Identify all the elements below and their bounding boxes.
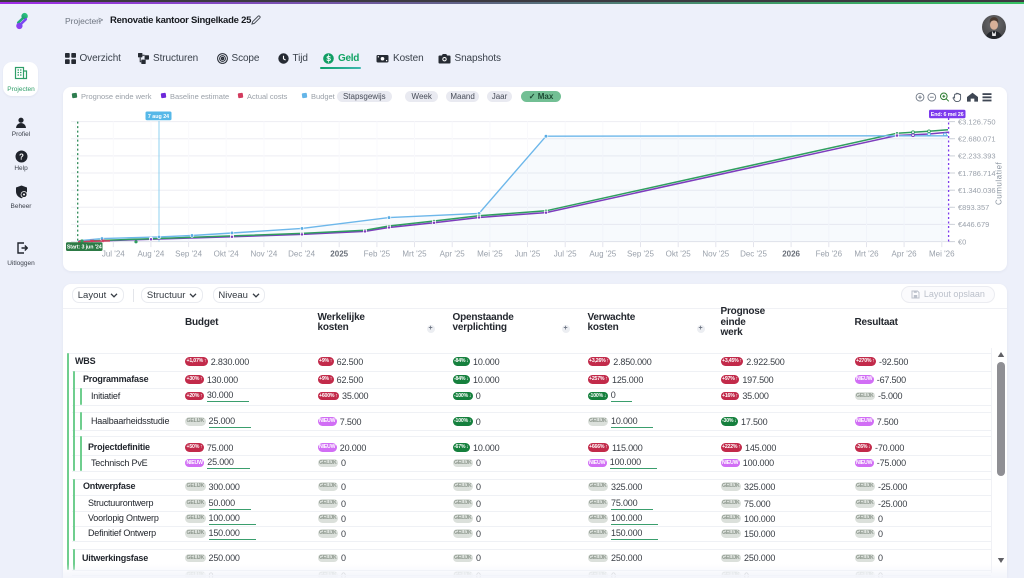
svg-text:Mrt '25: Mrt '25 [402,250,427,259]
svg-text:Apr '25: Apr '25 [440,250,466,259]
svg-text:Sep '24: Sep '24 [175,250,202,259]
svg-text:2026: 2026 [782,250,800,259]
svg-text:Jun '25: Jun '25 [515,250,541,259]
svg-text:€1.786.714: €1.786.714 [958,169,996,178]
svg-text:Mei '25: Mei '25 [477,250,503,259]
svg-text:€0: €0 [958,237,966,246]
svg-text:Aug '25: Aug '25 [589,250,616,259]
svg-text:Mei '26: Mei '26 [929,250,955,259]
svg-text:?: ? [19,152,24,161]
svg-text:Okt '24: Okt '24 [214,250,240,259]
svg-text:€2.233.393: €2.233.393 [958,152,996,161]
svg-text:Sep '25: Sep '25 [627,250,654,259]
svg-text:Feb '26: Feb '26 [816,250,843,259]
svg-text:Dec '25: Dec '25 [740,250,767,259]
svg-text:Dec '24: Dec '24 [288,250,315,259]
svg-text:€893.357: €893.357 [958,203,989,212]
svg-text:Apr '26: Apr '26 [892,250,918,259]
svg-text:€1.340.036: €1.340.036 [958,186,996,195]
svg-text:€2.680.071: €2.680.071 [958,135,996,144]
svg-text:Nov '24: Nov '24 [250,250,277,259]
svg-text:Aug '24: Aug '24 [137,250,164,259]
svg-text:End: 6 mei 26: End: 6 mei 26 [931,112,964,118]
svg-text:Start: 3 jun '24: Start: 3 jun '24 [67,245,102,251]
svg-text:Jul '24: Jul '24 [102,250,125,259]
svg-text:€3.126.750: €3.126.750 [958,117,996,126]
svg-text:Jul '25: Jul '25 [554,250,577,259]
svg-text:Mrt '26: Mrt '26 [854,250,879,259]
svg-text:Nov '25: Nov '25 [702,250,729,259]
svg-text:Feb '25: Feb '25 [364,250,391,259]
svg-text:€446.679: €446.679 [958,220,989,229]
svg-text:Okt '25: Okt '25 [666,250,692,259]
svg-text:2025: 2025 [330,250,348,259]
svg-text:7 aug 24: 7 aug 24 [148,114,169,120]
svg-text:Cumulatief: Cumulatief [995,161,1004,205]
